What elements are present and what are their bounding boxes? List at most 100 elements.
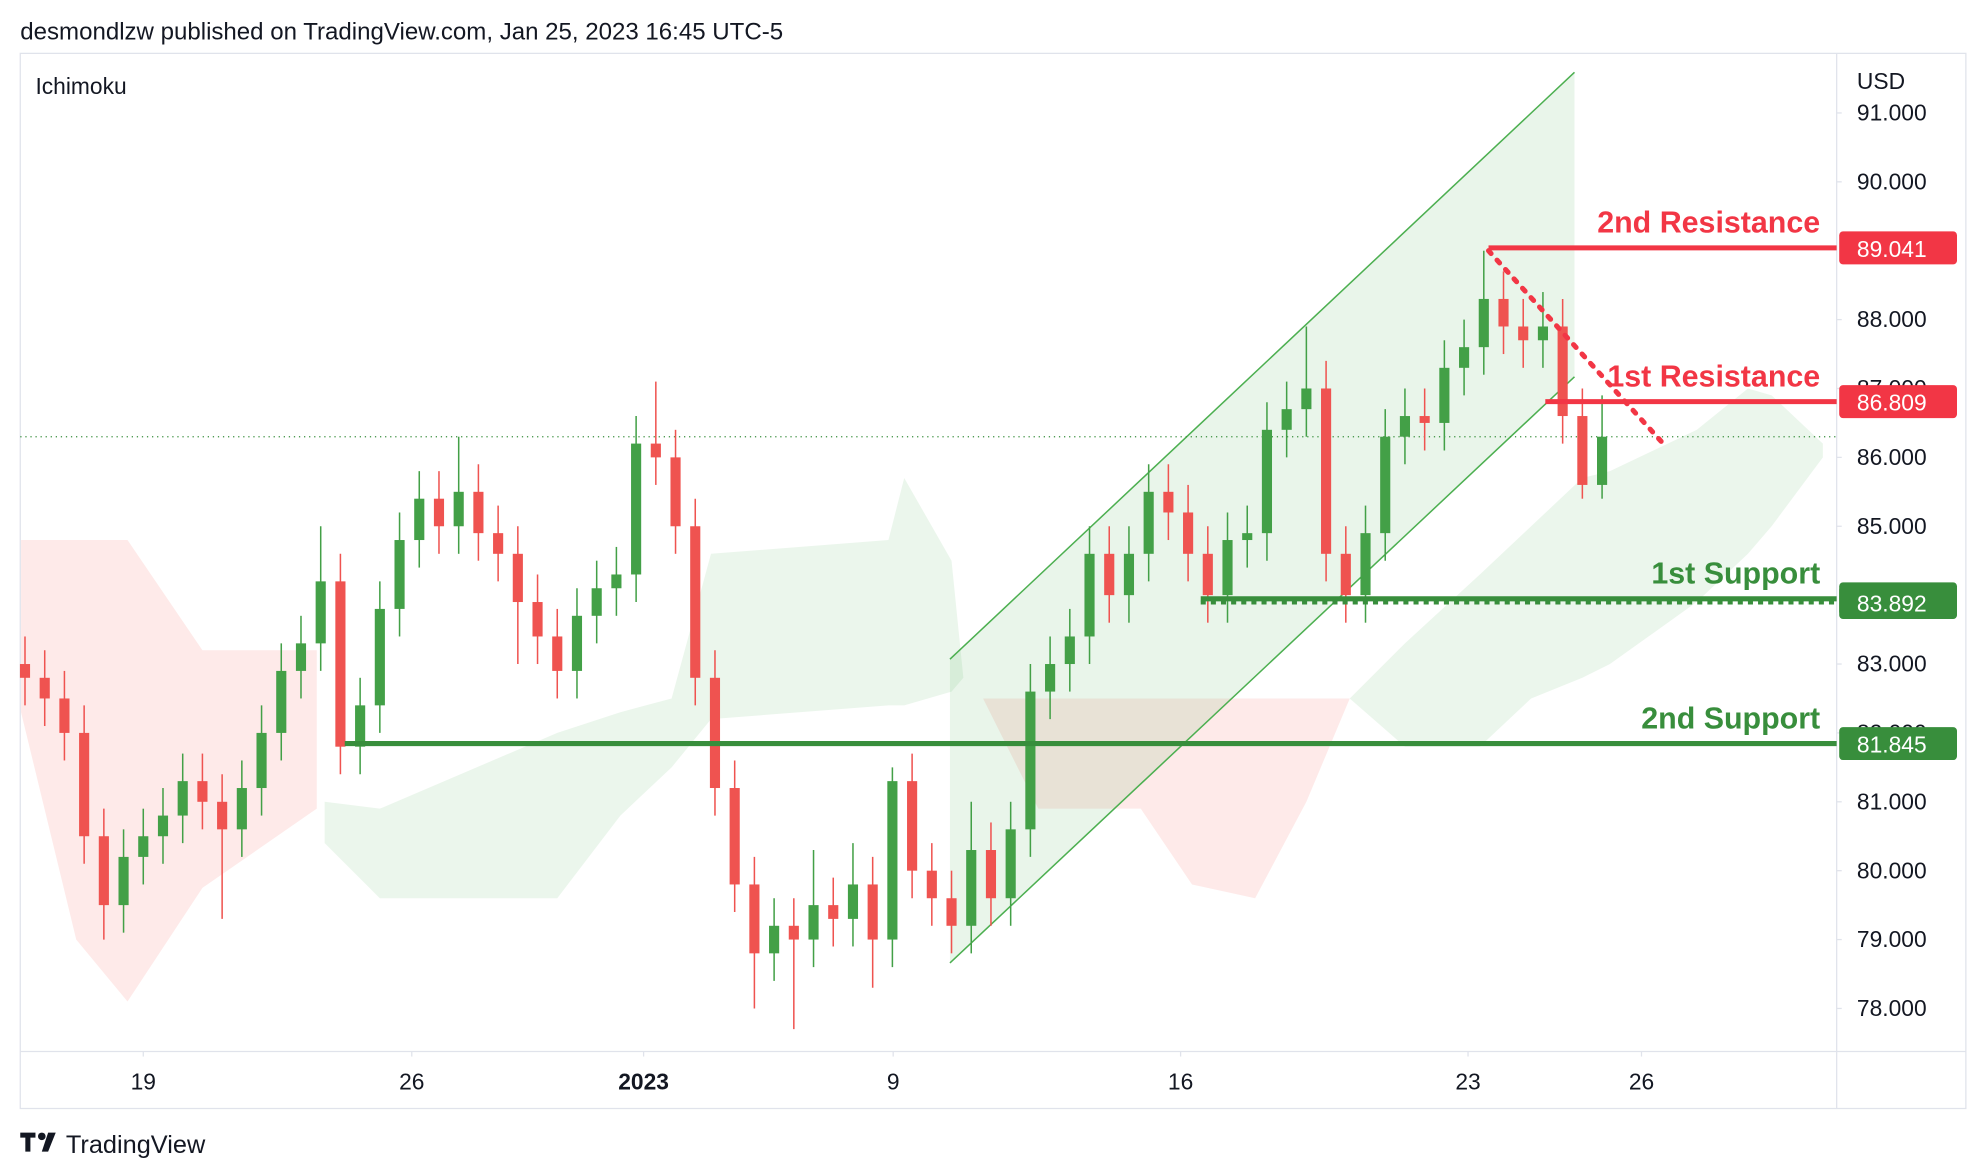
candle-body [394,540,405,609]
candle-body [1380,436,1391,534]
candle-body [729,788,740,885]
y-tick-label: 90.000 [1857,168,1927,194]
price-tag [1839,385,1957,419]
candle-body [985,850,997,899]
candle-body [926,870,937,899]
level-label: 2nd Support [1641,701,1820,735]
candle-body [1281,409,1292,430]
price-tag-label: 81.845 [1857,731,1927,757]
candle-body [1104,553,1115,596]
candle-body [670,457,681,527]
candle-body [1045,664,1056,692]
candle-body [946,898,957,926]
x-tick-label: 26 [1629,1069,1654,1095]
y-tick-label: 83.000 [1857,651,1927,677]
y-tick-label: 81.000 [1857,788,1927,814]
indicator-label: Ichimoku [35,73,126,99]
candle-body [276,670,287,733]
candle-body [769,925,780,954]
candle-body [1202,553,1213,596]
candle-body [512,553,523,603]
x-tick-label: 26 [399,1069,424,1095]
price-tag [1839,231,1957,265]
y-tick-label: 80.000 [1857,857,1927,883]
x-tick-label: 16 [1168,1069,1193,1095]
candle-body [1478,298,1489,348]
candle-body [19,664,31,678]
candle-body [887,781,898,940]
candle-body [315,581,326,644]
price-tag-label: 83.892 [1857,590,1927,616]
level-label: 1st Support [1651,557,1820,591]
currency: USD [1857,68,1905,94]
trend-line [1485,248,1666,447]
candle-body [236,788,247,830]
candle-body [1537,326,1549,341]
candle-body [1597,436,1608,485]
brand-logo [20,1132,56,1152]
candle-body [1123,553,1135,596]
candle-body [355,705,366,747]
channel-line [949,71,1575,660]
candle-body [197,781,208,802]
ichimoku-cloud [1349,388,1823,747]
candle-body [1242,533,1253,541]
candle-body [828,905,839,919]
candle-body [1064,636,1075,665]
level-label: 1st Resistance [1607,359,1820,393]
candle-body [650,443,661,458]
candle-body [966,850,977,926]
candle-body [256,732,267,789]
candle-body [79,732,90,837]
y-tick-label: 85.000 [1857,513,1927,539]
candle-body [571,615,583,671]
y-tick-label: 91.000 [1857,100,1927,126]
brand: TradingView [66,1131,206,1159]
candle-body [907,781,918,871]
candle-body [1222,540,1233,596]
candle-body [1261,429,1273,534]
candle-body [1321,388,1332,554]
ichimoku-cloud [983,698,1350,899]
candle-body [1360,533,1371,596]
candle-body [433,498,445,527]
candle-body [217,801,228,830]
candle-body [847,884,859,919]
candle-body [1143,491,1154,554]
candle-body [611,574,622,589]
header: desmondlzw published on TradingView.com,… [20,18,783,45]
candle-body [1340,553,1351,596]
candle-body [749,884,760,954]
candle-body [335,581,346,747]
candle-body [1084,553,1095,637]
candle-body [118,856,129,906]
price-tag-label: 89.041 [1857,236,1927,262]
candle-body [1419,416,1430,423]
candle-body [690,526,701,678]
candle-body [453,491,464,527]
candle-body [1025,691,1036,830]
candle-body [788,925,799,940]
y-tick-label: 78.000 [1857,995,1927,1021]
candle-body [1557,326,1568,417]
price-tag-label: 86.809 [1857,390,1927,416]
candle-body [1399,416,1411,437]
candle-body [1183,512,1194,554]
frame [19,52,1967,1110]
candle-body [1577,416,1588,485]
y-tick-label: 88.000 [1857,306,1927,332]
candle-body [295,643,307,671]
candle-body [1163,491,1174,513]
candle-body [1301,388,1312,410]
candle-body [473,491,484,534]
candle-body [591,588,602,616]
candle-body [157,815,169,837]
y-tick-label: 79.000 [1857,926,1927,952]
price-tag [1839,586,1957,620]
candle-body [808,905,819,940]
candle-body [59,698,70,733]
candle-body [138,836,149,857]
candle-body [493,533,504,554]
price-tag [1839,727,1957,761]
ichimoku-cloud [21,540,317,1002]
